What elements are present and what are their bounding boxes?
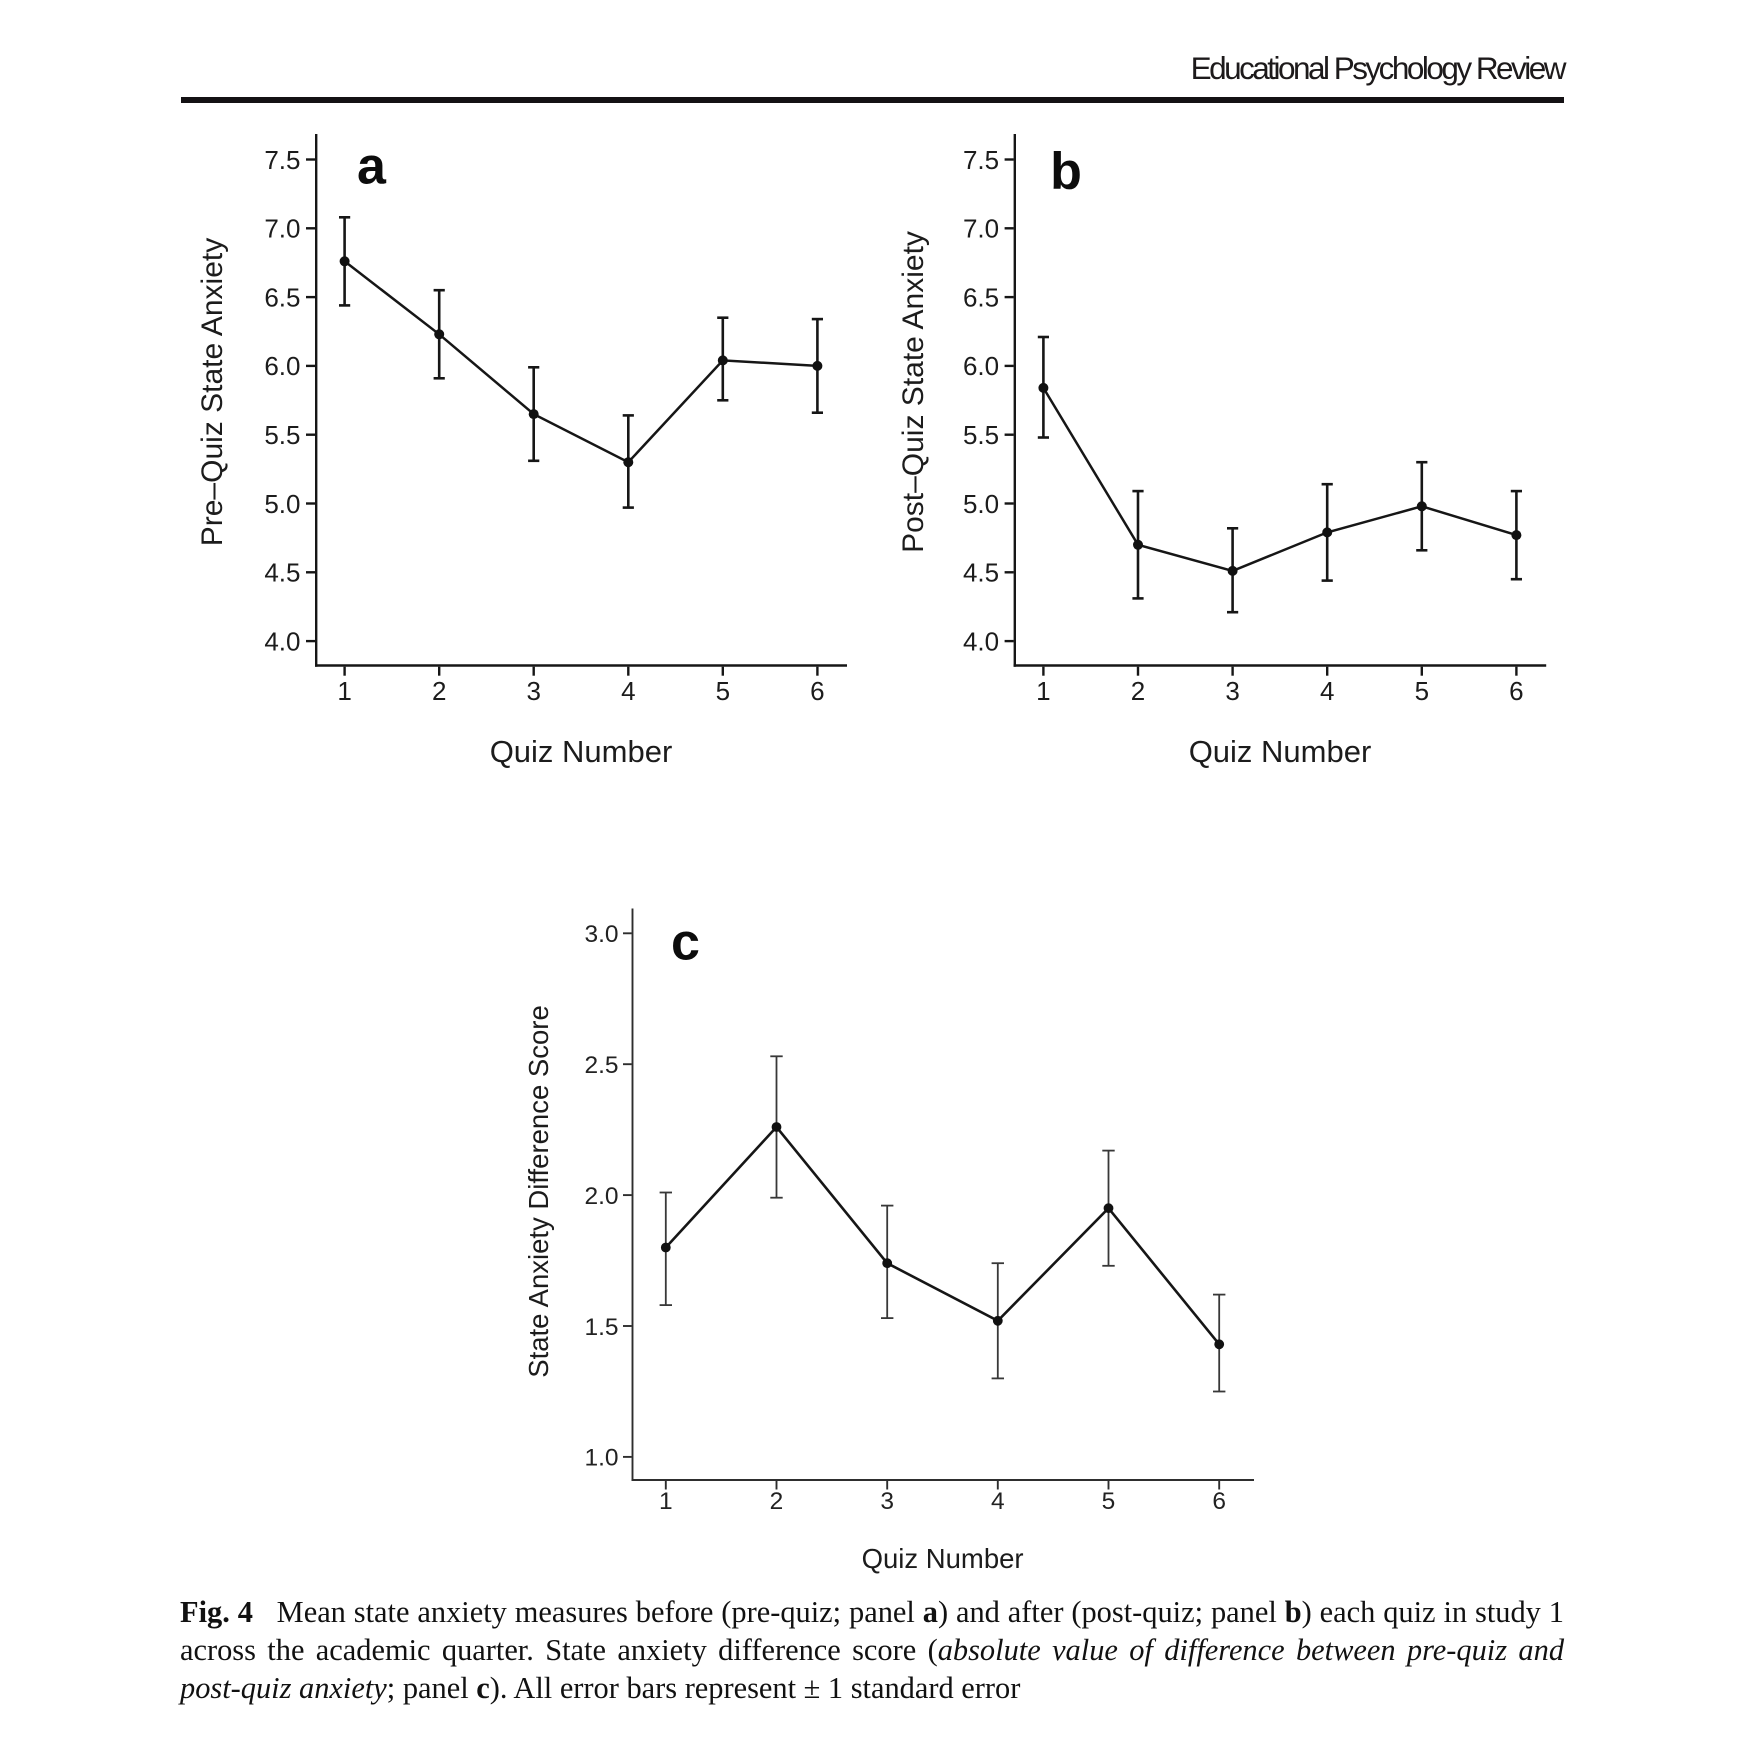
svg-text:6: 6 (1509, 676, 1523, 706)
svg-text:6.5: 6.5 (963, 282, 999, 312)
svg-text:2: 2 (770, 1488, 784, 1515)
svg-text:5: 5 (1102, 1488, 1116, 1515)
svg-text:3: 3 (526, 676, 540, 706)
svg-text:Quiz Number: Quiz Number (862, 1543, 1024, 1574)
svg-text:3: 3 (880, 1488, 894, 1515)
svg-text:3.0: 3.0 (584, 921, 618, 948)
svg-text:6.5: 6.5 (264, 282, 300, 312)
svg-text:a: a (357, 138, 387, 196)
svg-text:2: 2 (432, 676, 446, 706)
svg-text:5: 5 (716, 676, 730, 706)
svg-text:2.5: 2.5 (584, 1052, 618, 1079)
svg-text:4: 4 (621, 676, 635, 706)
svg-text:6.0: 6.0 (963, 351, 999, 381)
svg-text:5.0: 5.0 (963, 489, 999, 519)
svg-text:6: 6 (810, 676, 824, 706)
svg-text:4: 4 (1320, 676, 1334, 706)
svg-text:2: 2 (1131, 676, 1145, 706)
svg-text:1: 1 (337, 676, 351, 706)
svg-text:6.0: 6.0 (264, 351, 300, 381)
svg-text:4.5: 4.5 (963, 558, 999, 588)
svg-text:6: 6 (1212, 1488, 1226, 1515)
svg-text:1: 1 (1036, 676, 1050, 706)
svg-text:4.0: 4.0 (963, 626, 999, 656)
svg-text:1: 1 (659, 1488, 673, 1515)
svg-text:7.5: 7.5 (963, 145, 999, 175)
svg-text:4.5: 4.5 (264, 558, 300, 588)
svg-text:b: b (1050, 143, 1082, 201)
svg-text:5.0: 5.0 (264, 489, 300, 519)
svg-text:5.5: 5.5 (963, 420, 999, 450)
svg-text:State Anxiety Difference Score: State Anxiety Difference Score (523, 1005, 554, 1377)
svg-text:7.0: 7.0 (963, 214, 999, 244)
svg-text:Pre–Quiz State Anxiety: Pre–Quiz State Anxiety (196, 238, 229, 547)
svg-text:4: 4 (991, 1488, 1005, 1515)
svg-text:5.5: 5.5 (264, 420, 300, 450)
svg-text:1.5: 1.5 (584, 1314, 618, 1341)
svg-text:Quiz Number: Quiz Number (490, 734, 673, 769)
svg-text:4.0: 4.0 (264, 626, 300, 656)
svg-text:Quiz Number: Quiz Number (1189, 734, 1372, 769)
svg-text:Post–Quiz State Anxiety: Post–Quiz State Anxiety (897, 231, 930, 553)
svg-text:7.0: 7.0 (264, 214, 300, 244)
svg-text:2.0: 2.0 (584, 1183, 618, 1210)
svg-text:1.0: 1.0 (584, 1445, 618, 1472)
svg-text:3: 3 (1225, 676, 1239, 706)
svg-text:5: 5 (1415, 676, 1429, 706)
svg-text:c: c (671, 914, 700, 972)
svg-text:7.5: 7.5 (264, 145, 300, 175)
